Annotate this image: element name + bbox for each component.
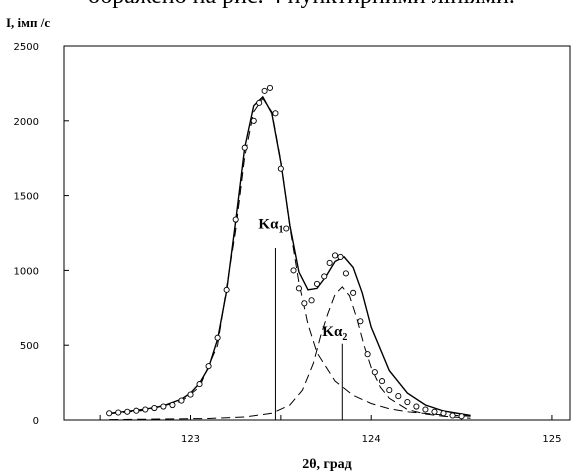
data-point — [272, 110, 279, 117]
data-point — [364, 351, 371, 358]
data-point — [250, 117, 257, 124]
data-point — [350, 289, 357, 296]
data-point — [290, 267, 297, 274]
data-point — [301, 300, 308, 307]
peak-label: Kα2 — [322, 324, 347, 343]
data-point — [151, 404, 158, 412]
x-tick-label: 124 — [362, 434, 381, 445]
data-point — [395, 393, 402, 400]
data-point — [266, 84, 274, 91]
y-tick-label: 500 — [20, 341, 39, 352]
data-point — [232, 216, 239, 223]
data-point — [357, 318, 364, 325]
data-point — [308, 297, 315, 304]
data-point — [124, 408, 131, 415]
data-point — [413, 403, 420, 410]
data-point — [440, 410, 447, 417]
data-point — [342, 270, 349, 277]
page-caption-text: ображено на рис. 4 пунктирними лініями. — [88, 0, 515, 10]
y-tick-label: 0 — [33, 416, 39, 427]
data-point — [256, 99, 263, 106]
data-point — [160, 403, 167, 410]
component-curve-line — [109, 97, 471, 417]
data-point — [458, 413, 465, 420]
data-point — [422, 406, 429, 413]
data-point — [337, 253, 344, 260]
data-point — [261, 87, 268, 94]
data-point — [106, 410, 113, 417]
data-point — [431, 408, 438, 415]
x-axis-title: 2θ, град — [302, 457, 352, 471]
plot-frame — [63, 45, 571, 421]
data-point — [321, 273, 328, 280]
data-point — [386, 387, 393, 394]
data-point — [133, 407, 140, 414]
data-point — [313, 280, 321, 287]
data-point — [223, 286, 230, 293]
data-point — [295, 285, 302, 292]
data-point — [449, 412, 456, 419]
axis-ticks: 0 500 1000 1500 2000 2500 123 124 125 — [14, 42, 562, 445]
data-point — [196, 381, 203, 388]
x-tick-label: 125 — [542, 434, 561, 445]
y-tick-label: 1500 — [14, 192, 39, 203]
data-point — [241, 144, 248, 151]
data-point — [283, 225, 290, 232]
data-point — [404, 398, 411, 406]
y-tick-label: 2000 — [14, 117, 39, 128]
x-tick-label: 123 — [181, 434, 200, 445]
data-point — [187, 391, 194, 398]
y-tick-label: 2500 — [14, 42, 39, 53]
y-tick-label: 1000 — [14, 266, 39, 277]
data-point — [142, 406, 149, 413]
peak-label: Kα1 — [258, 217, 283, 236]
plot-border — [63, 45, 571, 421]
data-point — [371, 369, 378, 376]
data-point — [205, 363, 212, 370]
fit-curve-line — [109, 95, 471, 417]
data-point — [115, 409, 122, 416]
data-series — [106, 84, 471, 421]
data-point — [214, 334, 221, 341]
component-curve-line — [109, 286, 471, 421]
data-point — [326, 259, 333, 266]
data-point — [277, 165, 284, 172]
data-point — [379, 378, 386, 385]
data-point — [178, 397, 185, 404]
peak-markers: Kα1 Kα2 — [258, 217, 347, 420]
data-point — [169, 401, 176, 409]
data-point — [332, 252, 339, 259]
y-axis-title: I, імп /с — [6, 15, 50, 30]
